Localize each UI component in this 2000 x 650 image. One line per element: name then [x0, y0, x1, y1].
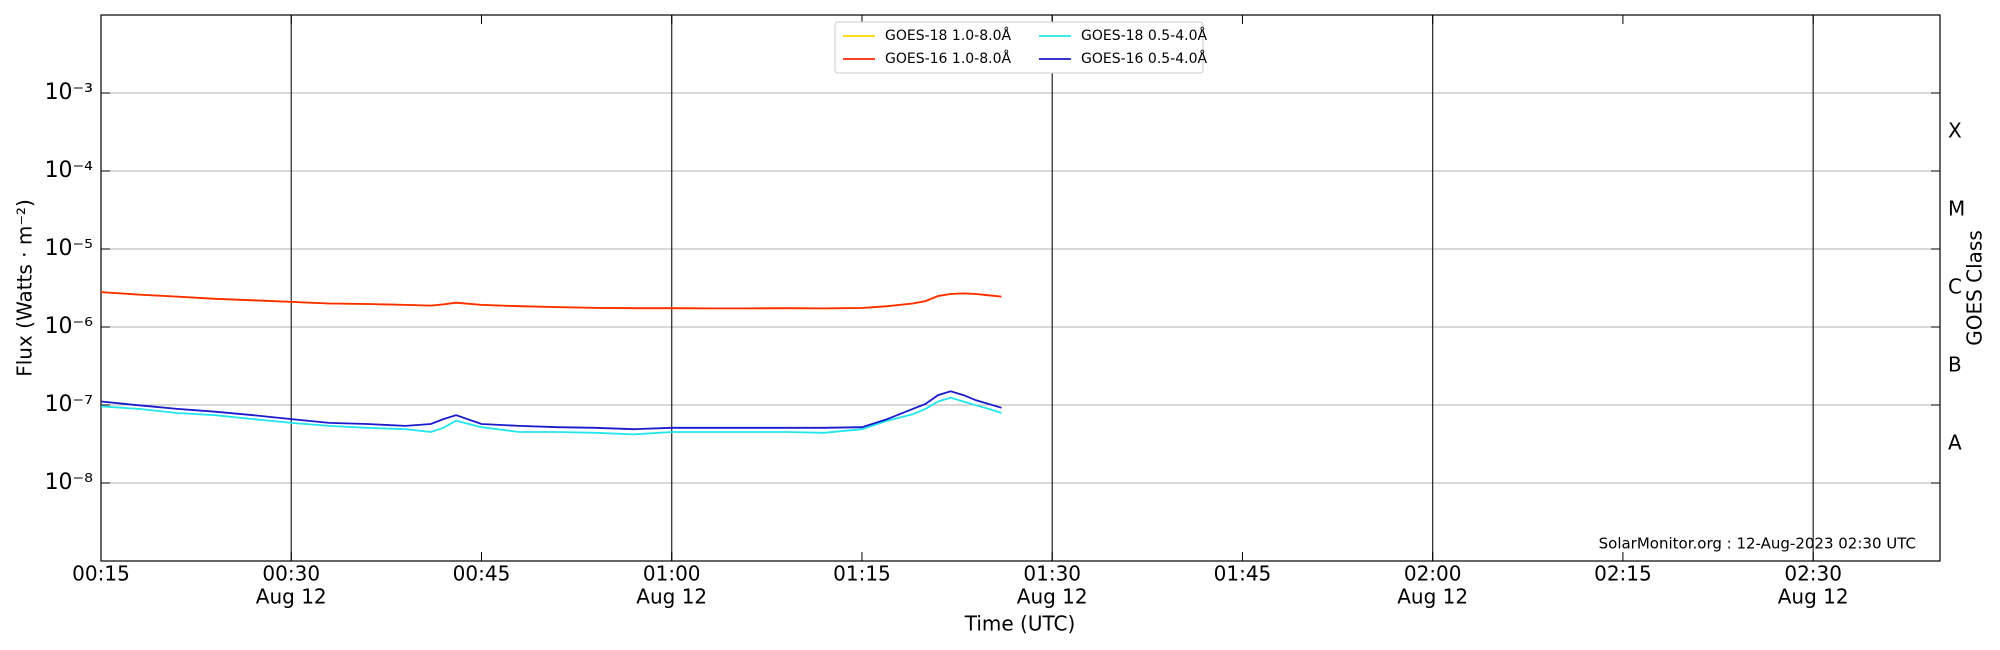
series-line [100, 390, 1002, 431]
x-tick-label: 02:30 [1784, 562, 1842, 586]
x-tick-label: 00:30 [262, 562, 320, 586]
legend-label: GOES-18 1.0-8.0Å [885, 27, 1011, 44]
x-tick-label: 00:45 [453, 562, 511, 586]
legend-label: GOES-16 1.0-8.0Å [885, 50, 1011, 67]
legend-label: GOES-16 0.5-4.0Å [1081, 50, 1207, 67]
x-tick-label: 01:45 [1214, 562, 1272, 586]
x-tick-date: Aug 12 [256, 585, 327, 609]
y-tick-label: 10⁻³ [45, 80, 93, 105]
x-tick-label: 02:15 [1594, 562, 1652, 586]
x-axis-label: Time (UTC) [964, 612, 1076, 636]
class-label: X [1948, 119, 1962, 143]
y-tick-label: 10⁻⁵ [45, 236, 93, 261]
x-tick-label: 01:00 [643, 562, 701, 586]
plot-frame [100, 14, 1941, 562]
x-tick-label: 00:15 [72, 562, 130, 586]
y-tick-label: 10⁻⁸ [45, 470, 94, 495]
x-tick-date: Aug 12 [1778, 585, 1849, 609]
class-label: C [1948, 275, 1962, 299]
class-label: M [1948, 197, 1965, 221]
legend-box [834, 21, 1204, 74]
series-line [100, 291, 1002, 310]
y-tick-label: 10⁻⁴ [45, 158, 94, 183]
x-tick-label: 01:15 [833, 562, 891, 586]
series-line [100, 396, 1002, 436]
annotation: SolarMonitor.org : 12-Aug-2023 02:30 UTC [1599, 535, 1916, 553]
class-label: B [1948, 353, 1962, 377]
x-tick-date: Aug 12 [1017, 585, 1088, 609]
class-label: A [1948, 431, 1962, 455]
y-tick-label: 10⁻⁷ [45, 392, 93, 417]
x-tick-label: 01:30 [1023, 562, 1081, 586]
y-tick-label: 10⁻⁶ [45, 314, 94, 339]
y2-axis-label: GOES Class [1963, 230, 1987, 346]
y-axis-label: Flux (Watts · m⁻²) [13, 199, 37, 377]
x-tick-label: 02:00 [1404, 562, 1462, 586]
legend-label: GOES-18 0.5-4.0Å [1081, 27, 1207, 44]
x-tick-date: Aug 12 [636, 585, 707, 609]
x-tick-date: Aug 12 [1397, 585, 1468, 609]
